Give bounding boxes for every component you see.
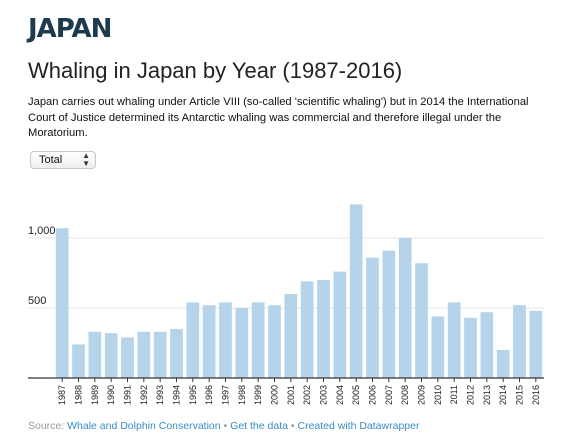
bar-1995 xyxy=(186,302,200,378)
bar-2001 xyxy=(284,294,298,378)
bar-1996 xyxy=(202,305,216,378)
x-tick-label: 2015 xyxy=(515,385,525,405)
x-tick-label: 2004 xyxy=(335,385,345,405)
bar-1989 xyxy=(88,331,102,378)
datawrapper-link[interactable]: Created with Datawrapper xyxy=(297,420,420,432)
bar-1998 xyxy=(235,308,249,378)
x-tick-label: 1994 xyxy=(172,385,182,405)
bar-2013 xyxy=(480,312,494,378)
get-data-link[interactable]: Get the data xyxy=(230,420,288,432)
x-tick-label: 1988 xyxy=(74,385,84,405)
bar-2003 xyxy=(317,280,330,378)
bar-1994 xyxy=(170,329,183,378)
bar-1987 xyxy=(55,228,69,378)
x-tick-label: 2006 xyxy=(368,385,378,405)
x-tick-label: 2016 xyxy=(531,385,541,405)
x-tick-label: 1995 xyxy=(188,385,198,405)
x-tick-label: 1993 xyxy=(155,385,165,405)
bar-1988 xyxy=(72,344,85,378)
series-select-value: Total xyxy=(39,154,63,166)
x-tick-label: 2012 xyxy=(466,385,476,405)
y-tick-label: 1,000 xyxy=(28,225,56,237)
x-tick-label: 1996 xyxy=(204,385,214,405)
bar-1992 xyxy=(137,331,151,378)
x-tick-label: 2002 xyxy=(302,385,312,405)
bar-2006 xyxy=(366,257,379,378)
bar-1993 xyxy=(153,331,167,378)
x-tick-label: 2014 xyxy=(498,385,508,405)
x-tick-label: 2011 xyxy=(449,385,459,404)
bar-1990 xyxy=(104,333,118,378)
footer-separator: • xyxy=(290,420,295,432)
chart-footer: Source: Whale and Dolphin Conservation •… xyxy=(28,420,419,432)
x-tick-label: 2009 xyxy=(417,385,427,405)
x-tick-label: 2013 xyxy=(482,385,492,405)
chart-title: Whaling in Japan by Year (1987-2016) xyxy=(28,58,403,83)
x-tick-label: 2000 xyxy=(270,385,280,405)
source-label: Source: xyxy=(28,420,65,432)
bar-2012 xyxy=(464,317,477,378)
bar-2014 xyxy=(496,350,510,378)
select-arrows-icon: ▲ ▼ xyxy=(82,151,90,168)
x-tick-label: 1987 xyxy=(57,385,67,405)
x-tick-label: 1991 xyxy=(123,385,133,405)
bar-2000 xyxy=(268,305,281,378)
x-tick-label: 1990 xyxy=(106,385,116,405)
x-tick-label: 2003 xyxy=(319,385,329,405)
bar-2016 xyxy=(529,310,543,378)
y-tick-label: 500 xyxy=(28,295,46,307)
bar-2002 xyxy=(300,281,314,378)
footer-separator: • xyxy=(223,420,228,432)
bar-2009 xyxy=(415,263,428,378)
bar-2008 xyxy=(398,238,412,378)
x-tick-label: 1997 xyxy=(221,385,231,405)
x-tick-label: 2005 xyxy=(351,385,361,405)
chart-description: Japan carries out whaling under Article … xyxy=(28,96,529,139)
x-tick-label: 2007 xyxy=(384,385,394,405)
bar-2011 xyxy=(447,302,461,378)
bar-1997 xyxy=(219,302,232,378)
bar-2005 xyxy=(349,204,363,378)
source-link[interactable]: Whale and Dolphin Conservation xyxy=(67,420,221,432)
bar-2004 xyxy=(333,271,347,378)
x-tick-label: 2001 xyxy=(286,385,296,405)
bar-2015 xyxy=(513,305,526,378)
x-tick-label: 1992 xyxy=(139,385,149,405)
bar-1999 xyxy=(251,302,265,378)
bar-chart: 500 1,000 1987 1988 1989 1990 1991 1992 1993 1994… xyxy=(28,204,544,405)
logo-heading: JAPAN xyxy=(28,14,112,44)
x-tick-label: 1999 xyxy=(253,385,263,405)
x-tick-label: 1989 xyxy=(90,385,100,405)
x-tick-label: 1998 xyxy=(237,385,247,405)
bar-2007 xyxy=(382,250,396,378)
bar-1991 xyxy=(121,337,134,378)
bar-2010 xyxy=(431,316,445,378)
x-tick-label: 2008 xyxy=(400,385,410,405)
x-tick-label: 2010 xyxy=(433,385,443,405)
series-select[interactable]: Total ▲ ▼ xyxy=(30,151,96,169)
